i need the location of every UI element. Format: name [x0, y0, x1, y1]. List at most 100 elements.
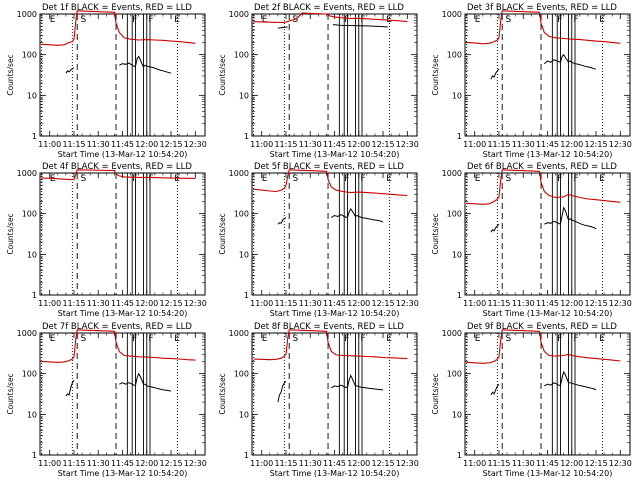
- x-tick-label: 11:45: [323, 459, 346, 468]
- x-tick-label: 12:15: [584, 459, 607, 468]
- series-events-line: [490, 223, 500, 233]
- y-axis-label: Counts/sec: [431, 213, 440, 254]
- interval-marker-label: S: [292, 174, 298, 184]
- x-tick-label: 11:45: [323, 299, 346, 308]
- x-tick-label: 11:30: [512, 299, 535, 308]
- x-tick-label: 11:30: [87, 299, 110, 308]
- series-lld-line: [41, 10, 196, 46]
- x-tick-label: 12:30: [396, 459, 419, 468]
- series-events-line: [119, 372, 172, 392]
- interval-marker-label: S: [292, 334, 298, 344]
- axes-frame: [251, 332, 418, 456]
- interval-marker-label: F: [557, 15, 562, 25]
- x-axis-label: Start Time (13-Mar-12 10:54:20): [483, 309, 613, 318]
- interval-marker-label: E: [475, 334, 481, 344]
- x-tick-label: 11:45: [323, 140, 346, 149]
- y-tick-label: 10: [239, 91, 249, 100]
- interval-marker-label: S: [80, 174, 86, 184]
- panel-title: Det 5f BLACK = Events, RED = LLD: [254, 162, 404, 172]
- x-tick-label: 11:15: [274, 459, 297, 468]
- series-events-line: [490, 68, 500, 80]
- series-events-line: [277, 380, 287, 403]
- x-tick-label: 11:00: [38, 459, 61, 468]
- x-tick-label: 12:30: [184, 140, 207, 149]
- x-tick-label: 12:00: [135, 459, 158, 468]
- interval-marker-label: E: [50, 15, 56, 25]
- y-axis-label: Counts/sec: [218, 373, 227, 414]
- interval-marker-label: F: [344, 334, 349, 344]
- y-tick-label: 100: [234, 370, 249, 379]
- x-tick-label: 12:15: [371, 140, 394, 149]
- x-tick-label: 12:15: [159, 459, 182, 468]
- x-axis-label: Start Time (13-Mar-12 10:54:20): [58, 309, 188, 318]
- interval-marker-label: F: [344, 15, 349, 25]
- panel-title: Det 6f BLACK = Events, RED = LLD: [467, 162, 617, 172]
- interval-marker-label: S: [505, 334, 511, 344]
- series-lld-line: [466, 169, 621, 205]
- y-axis-label: Counts/sec: [6, 213, 15, 254]
- axes-frame: [464, 332, 631, 456]
- x-tick-label: 12:00: [135, 299, 158, 308]
- y-tick-label: 100: [234, 51, 249, 60]
- x-tick-label: 11:15: [487, 459, 510, 468]
- y-axis-label: Counts/sec: [6, 373, 15, 414]
- y-tick-label: 10: [27, 250, 37, 259]
- x-tick-label: 12:15: [584, 140, 607, 149]
- panel-title: Det 4f BLACK = Events, RED = LLD: [42, 162, 192, 172]
- interval-marker-label: E: [599, 334, 605, 344]
- series-lld-line: [466, 10, 621, 45]
- interval-marker-label: S: [80, 334, 86, 344]
- x-tick-label: 12:00: [347, 299, 370, 308]
- x-tick-label: 11:30: [299, 299, 322, 308]
- panel-det-8: Det 8f BLACK = Events, RED = LLD 1 10 100 10…: [218, 322, 419, 478]
- series-events-line: [543, 53, 597, 70]
- y-tick-label: 1000: [229, 169, 249, 178]
- x-tick-label: 12:00: [560, 299, 583, 308]
- interval-marker-label: S: [80, 15, 86, 25]
- x-tick-label: 12:30: [609, 299, 632, 308]
- x-axis-label: Start Time (13-Mar-12 10:54:20): [270, 150, 400, 159]
- y-tick-label: 1: [32, 132, 37, 141]
- x-tick-label: 11:15: [487, 299, 510, 308]
- interval-marker-label: F: [573, 15, 578, 25]
- y-tick-label: 1000: [229, 329, 249, 338]
- interval-marker-label: S: [505, 174, 511, 184]
- x-axis-label: Start Time (13-Mar-12 10:54:20): [270, 309, 400, 318]
- y-tick-label: 1000: [229, 10, 249, 19]
- y-tick-label: 10: [452, 410, 462, 419]
- y-axis-label: Counts/sec: [6, 54, 15, 95]
- x-tick-label: 12:30: [609, 140, 632, 149]
- y-tick-label: 1000: [17, 329, 37, 338]
- x-tick-label: 12:30: [184, 299, 207, 308]
- x-tick-label: 11:30: [512, 140, 535, 149]
- interval-marker-label: E: [262, 15, 268, 25]
- series-lld-line: [41, 329, 196, 363]
- y-tick-label: 1000: [17, 10, 37, 19]
- axes-frame: [39, 332, 206, 456]
- panel-title: Det 9f BLACK = Events, RED = LLD: [467, 322, 617, 332]
- y-tick-label: 10: [452, 250, 462, 259]
- series-events-line: [277, 217, 287, 225]
- x-tick-label: 11:45: [536, 459, 559, 468]
- x-tick-label: 12:15: [584, 299, 607, 308]
- interval-marker-label: E: [262, 334, 268, 344]
- interval-marker-label: E: [174, 174, 180, 184]
- x-tick-label: 11:30: [299, 459, 322, 468]
- y-tick-label: 1: [457, 132, 462, 141]
- interval-marker-label: F: [148, 334, 153, 344]
- interval-marker-label: E: [475, 174, 481, 184]
- y-axis-label: Counts/sec: [218, 54, 227, 95]
- y-tick-label: 100: [447, 51, 462, 60]
- interval-marker-label: E: [386, 174, 392, 184]
- series-events-line: [490, 383, 500, 396]
- x-tick-label: 11:15: [62, 140, 85, 149]
- series-lld-line: [466, 329, 621, 364]
- panel-det-6: Det 6f BLACK = Events, RED = LLD 1 10 100 10…: [431, 162, 632, 318]
- interval-marker-label: E: [174, 15, 180, 25]
- panel-det-5: Det 5f BLACK = Events, RED = LLD 1 10 100 10…: [218, 162, 419, 318]
- series-events-line: [65, 379, 75, 397]
- x-tick-label: 12:00: [560, 459, 583, 468]
- series-events-line: [65, 67, 75, 74]
- y-axis-label: Counts/sec: [431, 54, 440, 95]
- x-tick-label: 11:00: [250, 140, 273, 149]
